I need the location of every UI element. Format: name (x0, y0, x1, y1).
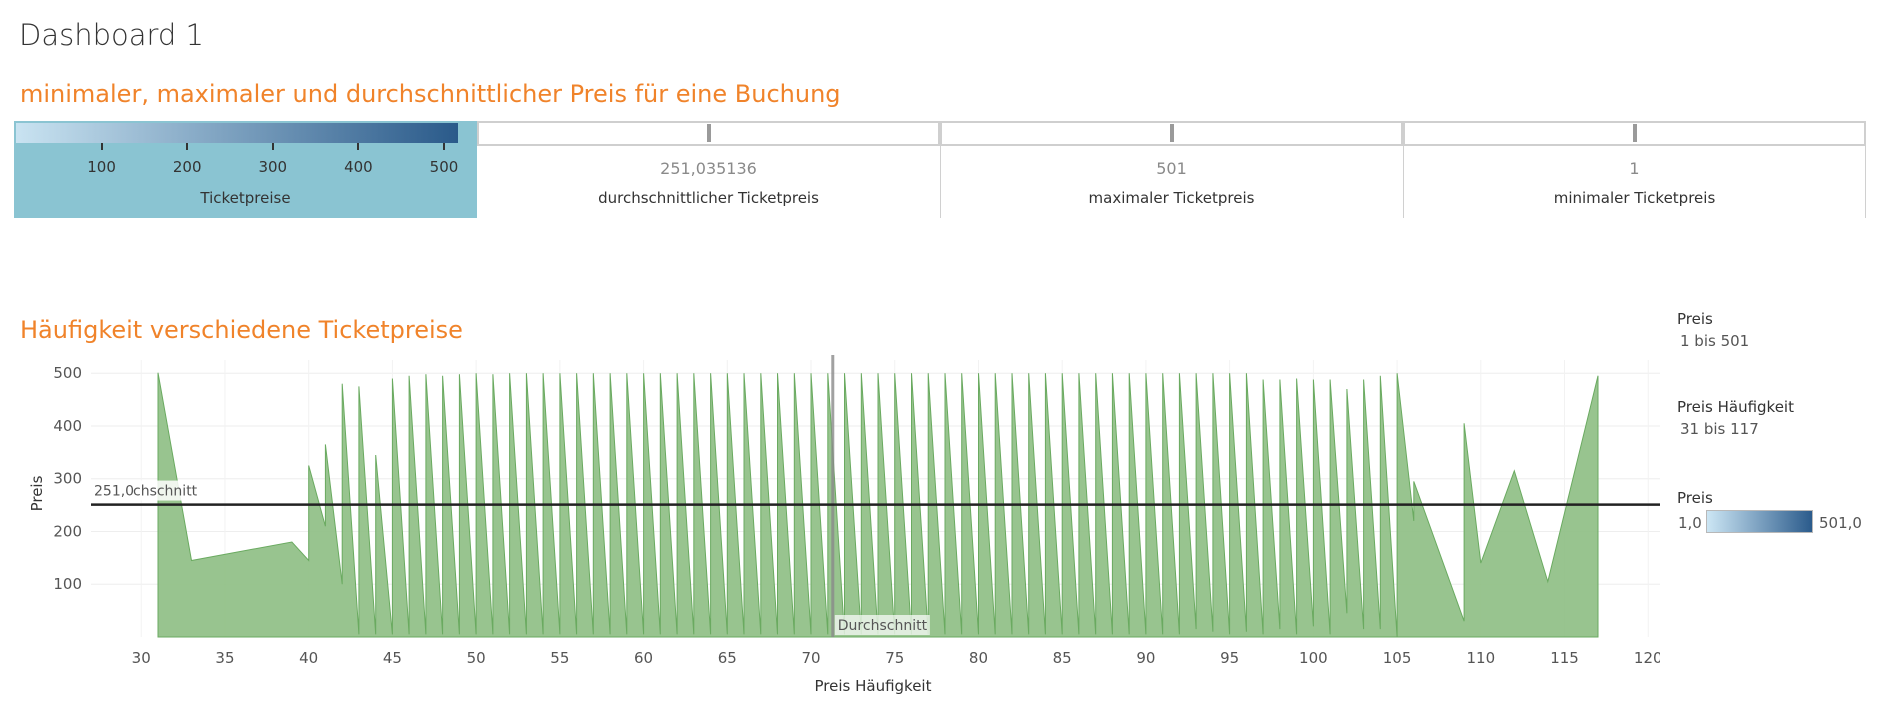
x-axis-title: Preis Häufigkeit (815, 677, 932, 695)
legend-color-title: Preis (1677, 489, 1713, 507)
avg-horizontal-label: chschnitt (133, 484, 198, 500)
x-tick-label: 95 (1220, 649, 1239, 667)
min-price-label: minimaler Ticketpreis (1553, 189, 1716, 207)
legend-color-gradient[interactable] (1706, 510, 1813, 533)
kpi-divider (940, 121, 941, 218)
x-tick-label: 65 (718, 649, 737, 667)
x-tick-label: 55 (550, 649, 569, 667)
max-price-value: 501 (1156, 159, 1187, 178)
x-tick-label: 80 (969, 649, 988, 667)
avg-price-label: durchschnittlicher Ticketpreis (598, 189, 819, 207)
x-tick-label: 75 (885, 649, 904, 667)
x-tick-label: 85 (1053, 649, 1072, 667)
colorbar-gradient (16, 123, 458, 143)
colorbar-tick (443, 143, 445, 150)
legend-preis-title: Preis (1677, 310, 1713, 328)
avg-value-label: 251,0 (94, 484, 134, 500)
kpi-divider (1865, 121, 1866, 218)
chart-section-title: Häufigkeit verschiedene Ticketpreise (20, 316, 463, 344)
avg-price-value: 251,035136 (660, 159, 757, 178)
colorbar-tick-label: 500 (429, 158, 459, 176)
y-tick-label: 200 (53, 522, 82, 540)
x-tick-label: 105 (1383, 649, 1412, 667)
colorbar-ticks: 100 200 300 400 500 (14, 121, 477, 181)
avg-price-card[interactable]: 251,035136 durchschnittlicher Ticketprei… (477, 121, 940, 218)
y-tick-label: 100 (53, 575, 82, 593)
colorbar-tick (100, 143, 103, 150)
max-price-tick (1170, 124, 1174, 142)
y-tick-label: 300 (53, 470, 82, 488)
colorbar-tick (357, 143, 360, 150)
colorbar-tick-label: 400 (344, 158, 373, 176)
kpi-row: 100 200 300 400 500 Ticketpreise 251,035136 … (14, 121, 1866, 218)
dashboard-title: Dashboard 1 (19, 18, 205, 52)
x-tick-label: 115 (1550, 649, 1579, 667)
x-tick-label: 40 (299, 649, 318, 667)
x-tick-label: 60 (634, 649, 653, 667)
colorbar-tick-label: 100 (87, 158, 116, 176)
avg-x-label-bg (834, 615, 930, 635)
ticketpreise-colorbar-card[interactable]: 100 200 300 400 500 Ticketpreise (14, 121, 477, 218)
colorbar-tick-label: 300 (258, 158, 288, 176)
colorbar-tick-label: 200 (172, 158, 202, 176)
y-tick-label: 500 (53, 364, 82, 382)
max-price-label: maximaler Ticketpreis (1088, 189, 1255, 207)
colorbar-label: Ticketpreise (200, 189, 291, 207)
x-tick-label: 35 (215, 649, 234, 667)
max-price-card[interactable]: 501 maximaler Ticketpreis (940, 121, 1403, 218)
legend-freq-range[interactable]: 31 bis 117 (1680, 420, 1759, 438)
x-tick-label: 45 (383, 649, 402, 667)
avg-label-bg (92, 480, 189, 501)
min-price-tick (1633, 124, 1637, 142)
min-price-card[interactable]: 1 minimaler Ticketpreis (1403, 121, 1866, 218)
x-tick-label: 70 (801, 649, 820, 667)
legend-color-min: 1,0 (1678, 514, 1702, 532)
legend-preis-range[interactable]: 1 bis 501 (1680, 332, 1750, 350)
colorbar-tick (186, 143, 189, 150)
min-price-value: 1 (1629, 159, 1640, 178)
kpi-section-title: minimaler, maximaler und durchschnittlic… (20, 80, 841, 108)
x-tick-label: 110 (1466, 649, 1495, 667)
x-tick-label: 30 (132, 649, 151, 667)
legend-color-max: 501,0 (1819, 514, 1862, 532)
avg-price-tick (707, 124, 711, 142)
x-tick-label: 100 (1299, 649, 1328, 667)
legend-freq-title: Preis Häufigkeit (1677, 398, 1794, 416)
avg-vertical-label: Durchschnitt (838, 618, 928, 634)
x-tick-label: 50 (467, 649, 486, 667)
colorbar-tick (271, 143, 274, 150)
x-tick-label: 90 (1136, 649, 1155, 667)
y-axis-title: Preis (28, 475, 46, 511)
kpi-divider (1403, 121, 1404, 218)
y-tick-label: 400 (53, 417, 82, 435)
x-tick-label: 120 (1634, 649, 1660, 667)
